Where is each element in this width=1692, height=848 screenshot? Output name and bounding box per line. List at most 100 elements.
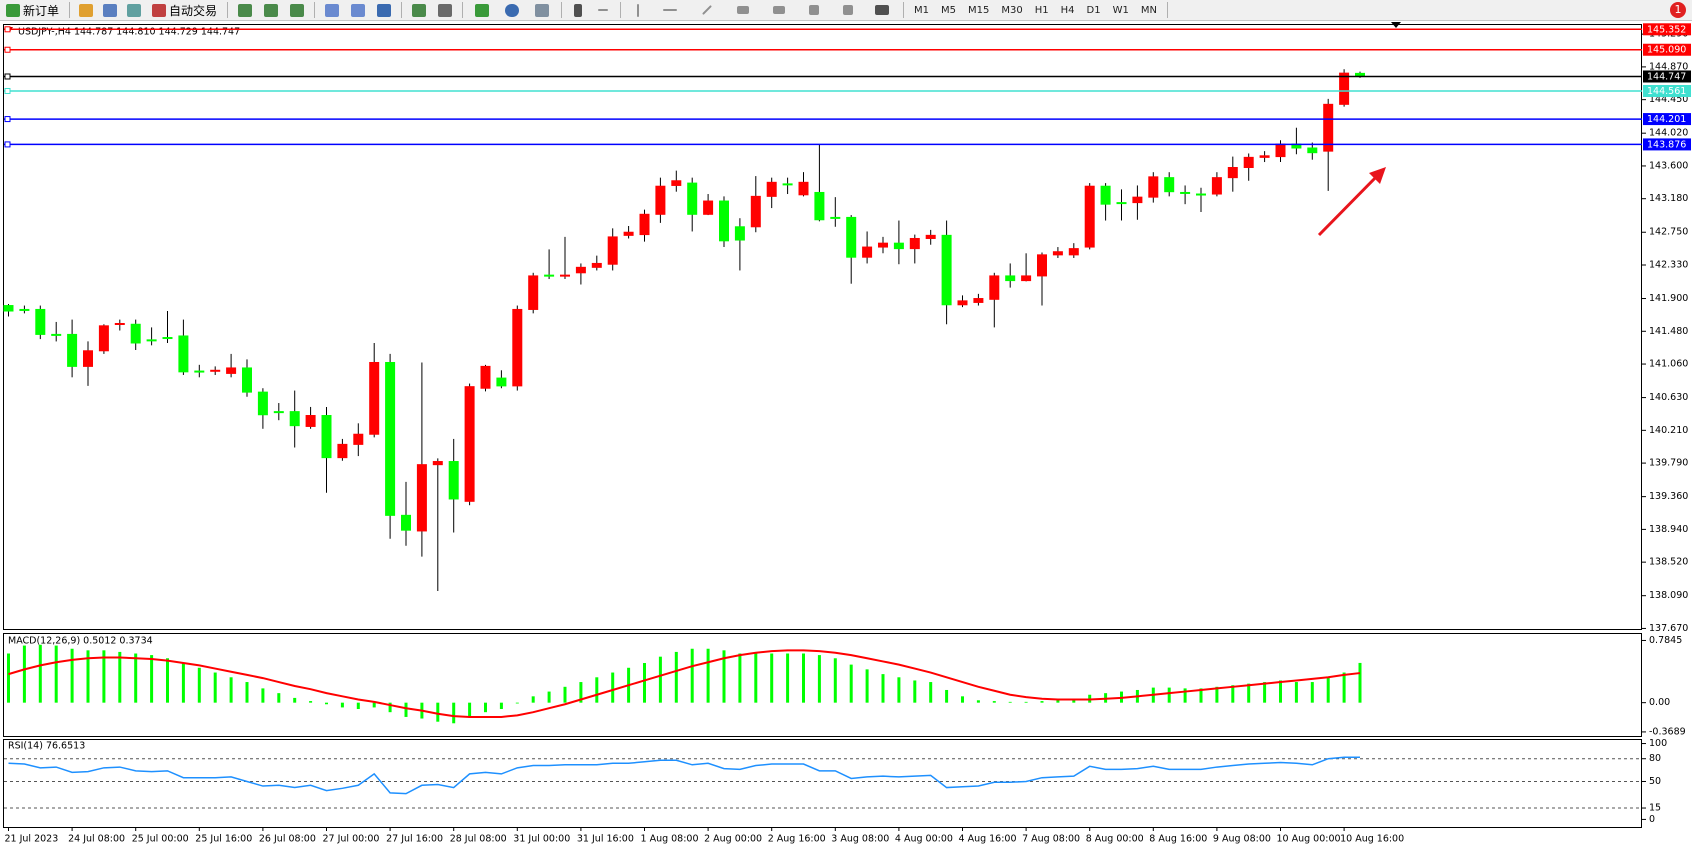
y-tick-label: 138.090	[1649, 590, 1688, 601]
candle-body	[1307, 147, 1318, 154]
separator	[1166, 2, 1168, 18]
icon[interactable]	[843, 5, 854, 15]
icon[interactable]	[475, 3, 490, 17]
macd-bar	[1072, 699, 1076, 703]
macd-signal-line	[8, 649, 1361, 718]
icon[interactable]	[773, 6, 786, 14]
candle-body	[353, 433, 364, 445]
macd-bar	[945, 689, 949, 703]
notification-badge[interactable]: 1	[1670, 2, 1686, 18]
icon[interactable]	[127, 3, 142, 17]
timeframe-button[interactable]: D1	[1086, 4, 1101, 16]
icon[interactable]	[574, 3, 583, 17]
icon[interactable]	[377, 3, 392, 17]
macd-bar	[166, 658, 169, 703]
x-tick-label: 26 Jul 08:00	[259, 834, 316, 845]
macd-bar	[738, 653, 742, 703]
icon[interactable]	[637, 3, 640, 17]
timeframe-button[interactable]: H1	[1034, 4, 1049, 16]
macd-bar	[722, 650, 726, 703]
icon[interactable]	[290, 3, 305, 17]
price-level-handle	[4, 73, 11, 80]
macd-bar	[833, 658, 837, 703]
macd-bar	[658, 656, 662, 703]
candle-body	[226, 367, 237, 374]
icon[interactable]	[351, 3, 366, 17]
candle-body	[35, 308, 46, 335]
auto-trading-button[interactable]: 自动交易	[146, 1, 223, 20]
candle-body	[750, 195, 761, 228]
macd-bar	[881, 674, 885, 703]
candle-body	[512, 308, 523, 387]
x-tick-label: 24 Jul 08:00	[68, 834, 125, 845]
x-tick-label: 10 Aug 16:00	[1340, 834, 1404, 845]
icon[interactable]	[702, 5, 712, 15]
x-tick-label: 4 Aug 00:00	[895, 834, 953, 845]
icon[interactable]	[875, 5, 890, 15]
separator	[561, 2, 563, 18]
macd-bar	[452, 702, 456, 724]
separator	[314, 2, 316, 18]
price-level-label: 144.201	[1647, 114, 1686, 125]
macd-bar	[1247, 683, 1251, 703]
candle-body	[178, 335, 189, 373]
macd-bar	[245, 682, 249, 703]
icon[interactable]	[809, 5, 820, 15]
x-tick-label: 25 Jul 16:00	[195, 834, 252, 845]
y-tick-label: 137.670	[1649, 623, 1688, 634]
x-tick-label: 31 Jul 00:00	[513, 834, 570, 845]
timeframe-button[interactable]: M5	[941, 4, 957, 16]
icon[interactable]	[79, 3, 94, 17]
candle-body	[1148, 176, 1159, 198]
y-tick-label: 139.790	[1649, 458, 1688, 469]
timeframe-button[interactable]: W1	[1112, 4, 1129, 16]
timeframe-button[interactable]: M15	[968, 4, 990, 16]
macd-bar	[802, 653, 805, 703]
candle-body	[1180, 191, 1191, 194]
icon[interactable]	[737, 6, 750, 14]
price-level-tag	[1643, 43, 1691, 56]
y-tick-label: 142.330	[1649, 259, 1688, 270]
icon[interactable]	[438, 3, 453, 17]
icon[interactable]	[325, 3, 340, 17]
icon[interactable]	[103, 3, 118, 17]
macd-bar	[1167, 687, 1171, 703]
macd-bar	[1215, 686, 1219, 703]
icon[interactable]	[505, 3, 520, 17]
y-tick-label: 15	[1649, 803, 1661, 814]
x-tick-label: 2 Aug 00:00	[704, 834, 762, 845]
timeframe-button[interactable]: M30	[1001, 4, 1023, 16]
icon[interactable]	[598, 9, 609, 11]
new-order-button[interactable]: 新订单	[0, 1, 65, 20]
x-tick-label: 2 Aug 16:00	[768, 834, 826, 845]
candle-body	[289, 411, 300, 427]
candle-body	[893, 242, 904, 250]
candle-body	[1227, 167, 1238, 179]
candle-body	[3, 305, 14, 312]
candle-body	[1164, 177, 1175, 193]
icon[interactable]	[663, 9, 678, 11]
candle-body	[734, 226, 745, 241]
icon[interactable]	[264, 3, 279, 17]
candle-body	[798, 181, 809, 196]
macd-bar	[1294, 682, 1298, 703]
icon[interactable]	[412, 3, 427, 17]
macd-bar	[1263, 682, 1267, 703]
y-tick-label: 144.020	[1649, 128, 1688, 139]
macd-bar	[1358, 662, 1362, 703]
candle-body	[67, 333, 78, 367]
icon[interactable]	[238, 3, 253, 17]
x-tick-label: 9 Aug 08:00	[1213, 834, 1271, 845]
candle-body	[862, 246, 873, 258]
timeframe-button[interactable]: M1	[914, 4, 930, 16]
macd-bar	[102, 650, 106, 703]
timeframe-button[interactable]: MN	[1140, 4, 1157, 16]
y-tick-label: 141.480	[1649, 326, 1688, 337]
candle-body	[1021, 275, 1032, 282]
x-tick-label: 10 Aug 00:00	[1277, 834, 1341, 845]
macd-bar	[706, 648, 710, 703]
icon[interactable]	[535, 3, 550, 17]
timeframe-button[interactable]: H4	[1060, 4, 1075, 16]
candle-body	[687, 182, 698, 215]
